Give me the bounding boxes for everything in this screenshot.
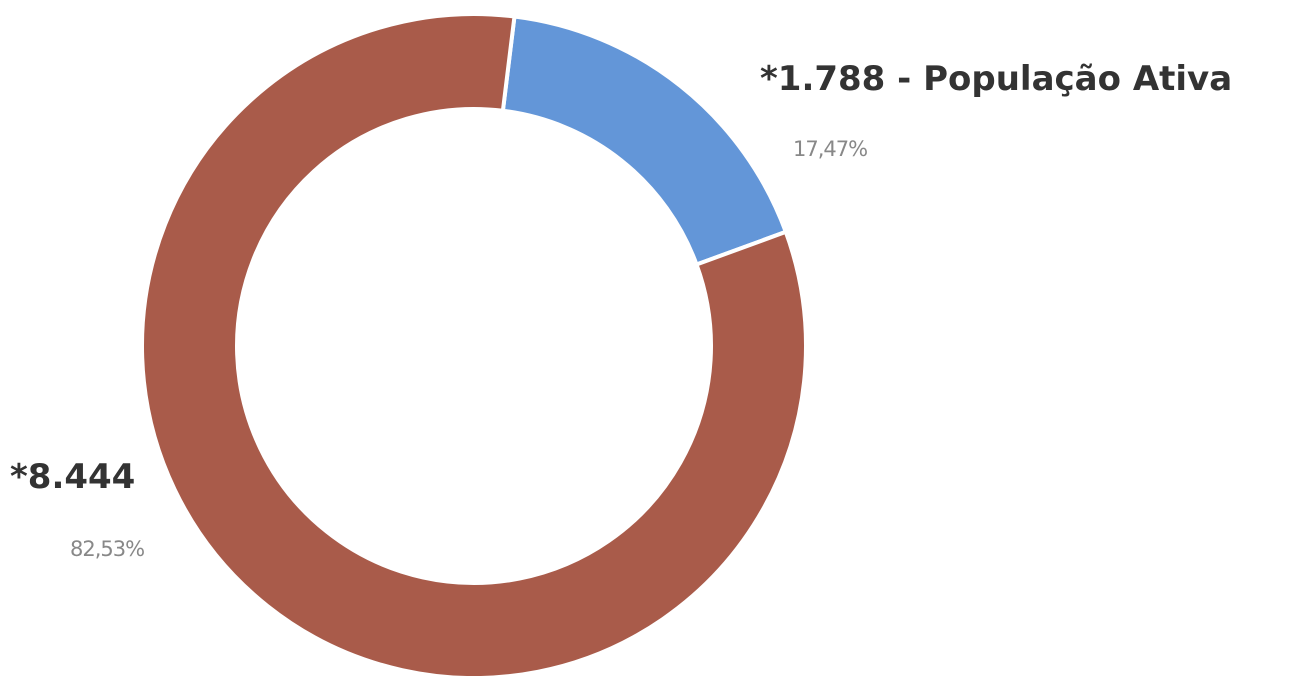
category-label: *8.444 — [10, 457, 135, 497]
value-label: 82,53% — [70, 537, 144, 561]
slices — [140, 12, 808, 676]
donut-slice — [500, 14, 789, 268]
value-label: 17,47% — [793, 137, 867, 161]
category-label: *1.788 - População Ativa — [760, 59, 1232, 99]
donut-slice — [140, 12, 808, 676]
